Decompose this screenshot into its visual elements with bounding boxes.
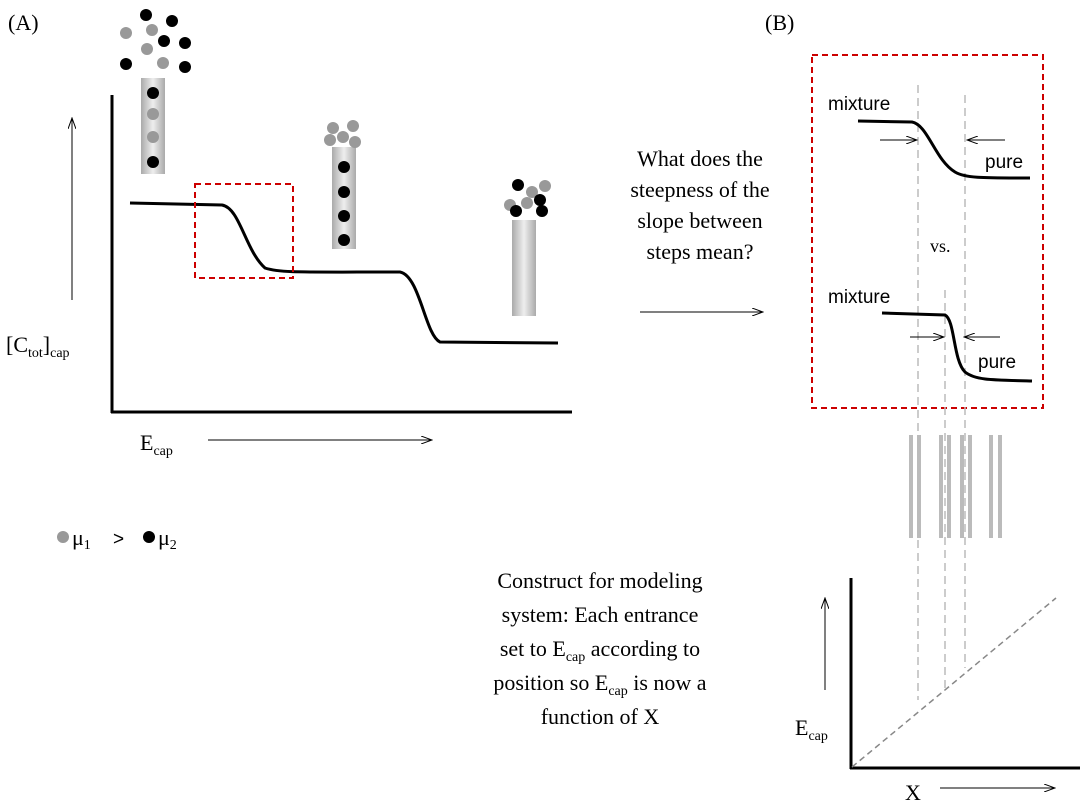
text-line: steepness of the bbox=[630, 177, 769, 202]
text-line: steps mean? bbox=[647, 239, 754, 264]
text-line: function of X bbox=[541, 704, 660, 729]
text: E bbox=[140, 430, 153, 455]
capillary bbox=[512, 220, 536, 316]
text: μ bbox=[72, 525, 84, 550]
vs-label: vs. bbox=[930, 236, 951, 256]
text: μ bbox=[158, 525, 170, 550]
text-line: system: Each entrance bbox=[502, 602, 699, 627]
particles bbox=[504, 179, 551, 217]
curve-label: mixture bbox=[828, 287, 890, 308]
panel-label: (B) bbox=[765, 10, 794, 35]
subscript: cap bbox=[808, 729, 827, 744]
legend-text: μ1 bbox=[72, 525, 91, 553]
text-line: slope between bbox=[637, 208, 762, 233]
y-axis-label: [Ctot]cap bbox=[6, 332, 70, 361]
text: ] bbox=[43, 332, 50, 357]
guide-lines bbox=[918, 85, 965, 700]
subscript: cap bbox=[50, 346, 69, 361]
text: set to E bbox=[500, 636, 566, 661]
y-axis-label: Ecap bbox=[795, 715, 828, 744]
legend-text: > bbox=[113, 529, 124, 550]
subscript: cap bbox=[608, 684, 627, 699]
construct-text: Construct for modeling system: Each entr… bbox=[493, 568, 706, 729]
text: E bbox=[795, 715, 808, 740]
text-line: Construct for modeling bbox=[497, 568, 702, 593]
text: is now a bbox=[628, 670, 707, 695]
diagram: (A) [Ctot]cap Ecap μ1 > μ2 (B) What does… bbox=[0, 0, 1084, 806]
text-line: set to Ecap according to bbox=[500, 636, 700, 665]
subscript: 1 bbox=[84, 538, 91, 553]
text: position so E bbox=[493, 670, 608, 695]
subscript: tot bbox=[28, 346, 43, 361]
text-line: position so Ecap is now a bbox=[493, 670, 706, 699]
question: What does the steepness of the slope bet… bbox=[630, 146, 769, 264]
subscript: 2 bbox=[170, 538, 177, 553]
diagonal bbox=[852, 598, 1056, 767]
subscript: cap bbox=[566, 650, 585, 665]
text: [C bbox=[6, 332, 28, 357]
x-axis-label: X bbox=[905, 780, 921, 805]
text: according to bbox=[585, 636, 700, 661]
subscript: cap bbox=[153, 444, 172, 459]
x-axis-label: Ecap bbox=[140, 430, 173, 459]
capillary-strips bbox=[911, 435, 1000, 538]
legend-text: μ2 bbox=[158, 525, 177, 553]
curve-label: pure bbox=[985, 152, 1023, 173]
legend: μ1 > μ2 bbox=[57, 525, 177, 553]
panel-label: (A) bbox=[8, 10, 39, 35]
text-line: What does the bbox=[637, 146, 763, 171]
curve-label: mixture bbox=[828, 94, 890, 115]
curve-label: pure bbox=[978, 352, 1016, 373]
